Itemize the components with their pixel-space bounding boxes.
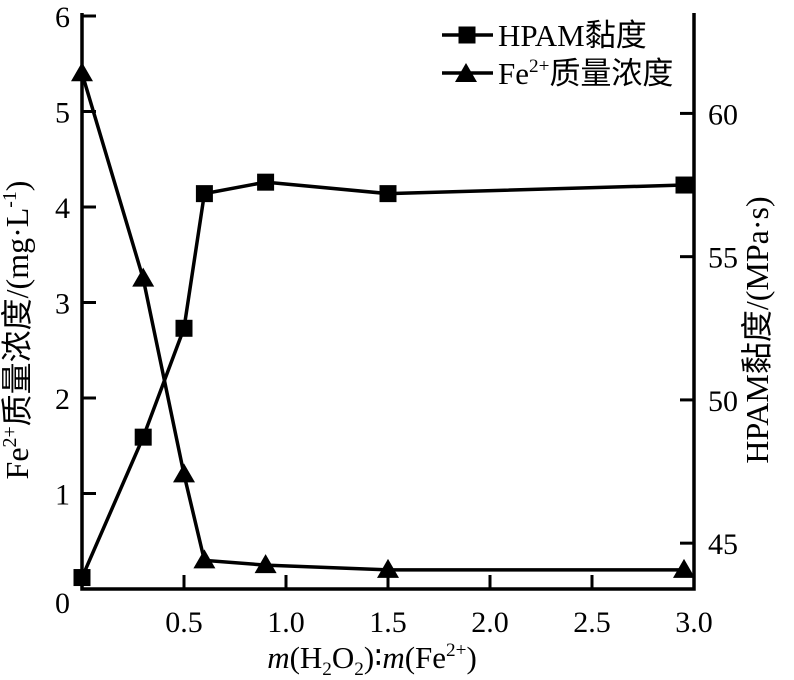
left-axis-tick-label: 2 bbox=[55, 383, 70, 416]
left-axis-title: Fe2+质量浓度/(mg·L-1) bbox=[0, 181, 35, 480]
square-marker bbox=[379, 185, 397, 203]
square-marker bbox=[195, 185, 213, 203]
square-marker bbox=[675, 176, 693, 194]
legend-label: HPAM黏度 bbox=[498, 18, 647, 53]
square-marker bbox=[134, 428, 152, 446]
series-line-hpam-viscosity bbox=[80, 180, 685, 579]
left-axis-tick-label: 0 bbox=[55, 587, 70, 620]
x-axis-tick-label: 1.5 bbox=[369, 606, 407, 639]
x-axis-tick-label: 1.0 bbox=[267, 606, 305, 639]
triangle-marker bbox=[71, 62, 93, 82]
square-marker bbox=[175, 319, 193, 337]
triangle-marker bbox=[193, 549, 216, 569]
x-axis-title: m(H2O2)∶m(Fe2+) bbox=[267, 640, 477, 680]
axes-spines bbox=[80, 13, 696, 591]
x-axis-tick-label: 0.5 bbox=[165, 606, 203, 639]
triangle-marker bbox=[173, 463, 195, 483]
legend-label: Fe2+质量浓度 bbox=[498, 56, 673, 91]
left-axis-tick-label: 3 bbox=[55, 288, 70, 321]
triangle-marker bbox=[254, 554, 277, 574]
right-axis-title: HPAM黏度/(MPa·s) bbox=[739, 196, 775, 463]
right-axis-tick-label: 55 bbox=[708, 242, 738, 275]
square-marker bbox=[257, 173, 275, 191]
x-axis-tick-label: 3.0 bbox=[675, 606, 713, 639]
triangle-marker bbox=[377, 558, 399, 578]
left-axis-tick-label: 1 bbox=[55, 479, 70, 512]
x-axis-tick-label: 2.0 bbox=[471, 606, 509, 639]
legend-square-marker-icon bbox=[458, 26, 476, 44]
right-axis-tick-label: 60 bbox=[708, 98, 738, 131]
right-axis-tick-label: 50 bbox=[708, 385, 738, 418]
series-line-fe-concentration bbox=[80, 72, 684, 572]
right-axis-tick-label: 45 bbox=[708, 528, 738, 561]
triangle-marker bbox=[132, 267, 155, 287]
square-marker bbox=[73, 569, 91, 587]
x-axis-tick-label: 2.5 bbox=[573, 606, 611, 639]
left-axis-tick-label: 5 bbox=[55, 97, 70, 130]
triangle-marker bbox=[673, 558, 695, 578]
left-axis-tick-label: 6 bbox=[55, 1, 70, 34]
left-axis-tick-label: 4 bbox=[55, 192, 70, 225]
legend-triangle-marker-icon bbox=[455, 63, 477, 82]
